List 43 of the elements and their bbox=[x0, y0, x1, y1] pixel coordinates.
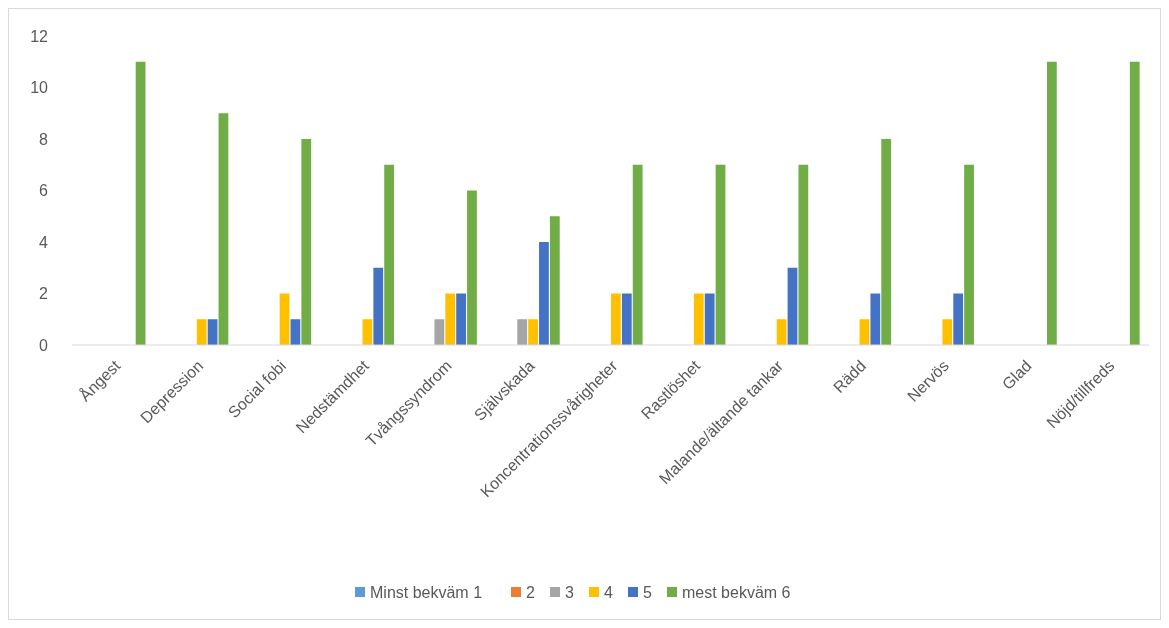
legend-label: mest bekväm 6 bbox=[682, 583, 791, 601]
bar bbox=[881, 139, 892, 345]
bar bbox=[373, 267, 384, 345]
bar bbox=[528, 319, 538, 345]
bar bbox=[964, 164, 974, 345]
y-tick-label: 2 bbox=[39, 285, 49, 303]
bar bbox=[1047, 61, 1057, 345]
y-tick-label: 12 bbox=[30, 27, 49, 45]
bar bbox=[434, 319, 445, 345]
legend-label: 2 bbox=[526, 583, 535, 601]
bar bbox=[776, 319, 787, 345]
bar bbox=[445, 293, 456, 345]
bar bbox=[611, 293, 621, 345]
bar bbox=[953, 293, 964, 345]
legend-label: 4 bbox=[604, 583, 613, 601]
bar bbox=[798, 164, 809, 345]
bar bbox=[467, 190, 477, 345]
bar bbox=[621, 293, 632, 345]
bar bbox=[693, 293, 704, 345]
bar bbox=[384, 164, 395, 345]
bar bbox=[196, 319, 207, 345]
bar bbox=[942, 319, 953, 345]
legend-label: Minst bekväm 1 bbox=[370, 583, 483, 601]
bar bbox=[787, 267, 798, 345]
bar bbox=[704, 293, 715, 345]
y-tick-label: 10 bbox=[30, 79, 49, 97]
y-tick-label: 8 bbox=[39, 130, 49, 148]
y-tick-label: 6 bbox=[39, 182, 49, 200]
bar bbox=[135, 61, 146, 345]
bar bbox=[549, 216, 560, 345]
bar bbox=[218, 113, 229, 345]
bar bbox=[632, 164, 643, 345]
bar bbox=[517, 319, 528, 345]
bar bbox=[539, 242, 549, 345]
bar bbox=[456, 293, 466, 345]
legend-label: 5 bbox=[643, 583, 652, 601]
y-tick-label: 0 bbox=[39, 336, 49, 354]
bar bbox=[870, 293, 881, 345]
bar bbox=[715, 164, 726, 345]
y-tick-label: 4 bbox=[39, 233, 49, 251]
bar bbox=[1129, 61, 1140, 345]
bar bbox=[301, 139, 312, 345]
legend-label: 3 bbox=[565, 583, 574, 601]
